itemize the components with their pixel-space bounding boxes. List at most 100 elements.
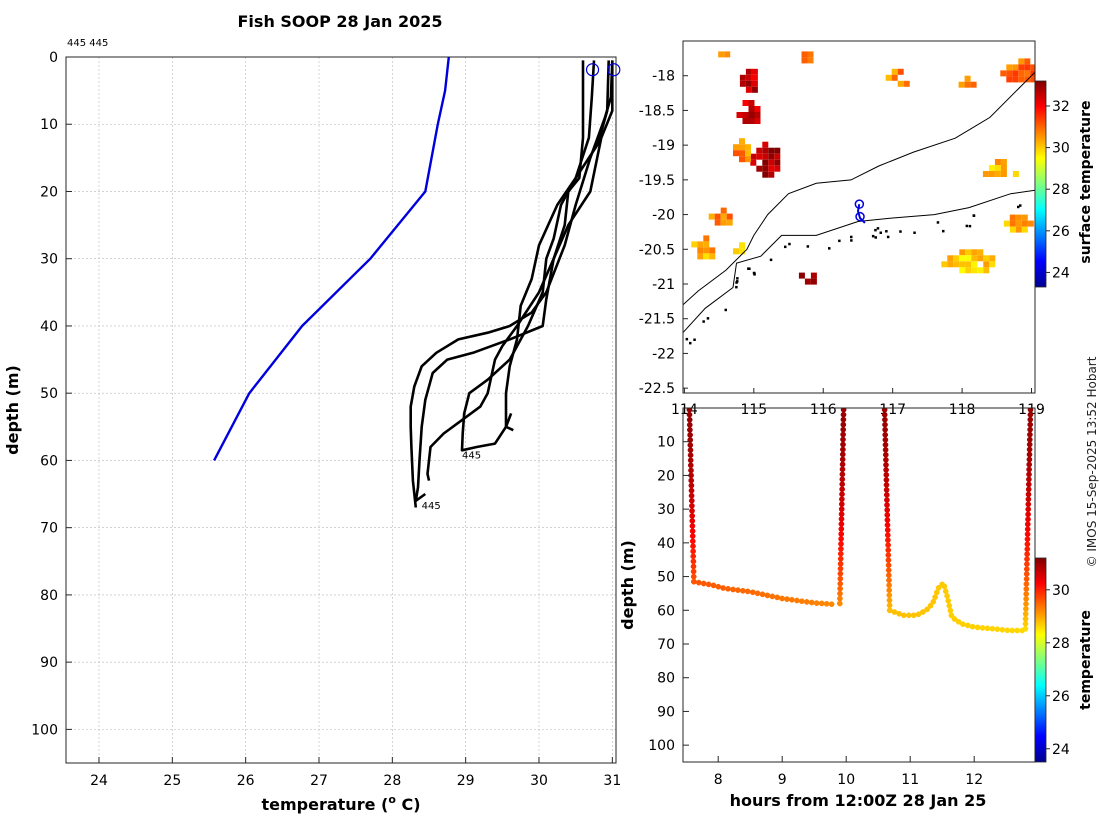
- sst-patch: [798, 272, 817, 285]
- sst-cell: [750, 159, 757, 166]
- profile-line-profile-2: [460, 60, 596, 452]
- profiles-x-label: temperature (o C): [261, 793, 420, 814]
- section-sample-point: [969, 623, 976, 630]
- map-colorbar-tick-label: 24: [1052, 265, 1070, 281]
- sst-cell: [751, 80, 758, 87]
- section-sample-point: [1026, 451, 1033, 458]
- sst-cell: [988, 171, 995, 177]
- section-sample-point: [920, 609, 926, 615]
- section-sample-point: [1023, 606, 1029, 612]
- sst-cell: [742, 100, 749, 106]
- sst-cell: [739, 138, 745, 145]
- section-sample-point: [840, 436, 846, 443]
- sst-cell: [965, 249, 972, 256]
- sst-cell: [768, 153, 775, 160]
- section-sample-point: [690, 573, 697, 580]
- profiles-y-tick-label: 20: [40, 184, 58, 200]
- sst-cell: [891, 68, 898, 75]
- section-colorbar-tick-label: 28: [1052, 636, 1070, 652]
- sst-cell: [762, 165, 769, 172]
- section-sample-point: [1025, 496, 1032, 503]
- section-sample-point: [837, 590, 843, 597]
- section-sample-point: [884, 502, 890, 508]
- sst-cell: [810, 278, 817, 285]
- map-colorbar-label: surface temperature: [1078, 100, 1094, 263]
- map-island-dot: [735, 281, 738, 284]
- section-sample-point: [1026, 456, 1033, 463]
- section-sample-point: [942, 588, 949, 595]
- map-y-tick-label: -19.5: [639, 173, 675, 189]
- sst-cell: [739, 144, 745, 151]
- section-sample-point: [1022, 616, 1029, 622]
- profiles-y-tick-label: 60: [40, 453, 58, 469]
- section-sample-point: [1023, 586, 1030, 592]
- sst-cell: [1018, 64, 1025, 71]
- section-sample-point: [999, 626, 1006, 633]
- profiles-x-tick-label: 26: [237, 773, 255, 789]
- section-sample-point: [910, 612, 917, 619]
- profile-line-profile-4: [504, 60, 610, 432]
- sst-cell: [745, 156, 751, 163]
- section-sample-point: [769, 593, 776, 600]
- section-sample-point: [886, 607, 893, 614]
- sst-cell: [953, 261, 960, 268]
- sst-cell: [891, 74, 898, 81]
- sst-cell: [1006, 76, 1013, 83]
- profiles-x-tick-label: 31: [603, 773, 621, 789]
- profile-line-profile-3: [426, 60, 614, 481]
- sst-cell: [941, 261, 948, 268]
- section-sample-point: [1027, 411, 1034, 418]
- sst-cell: [989, 261, 996, 268]
- sst-cell: [1030, 70, 1035, 77]
- section-y-tick-label: 70: [657, 637, 675, 653]
- section-sample-point: [1025, 491, 1032, 498]
- map-island-dot: [735, 285, 738, 289]
- section-sample-point: [944, 593, 950, 599]
- section-sample-point: [1023, 581, 1030, 587]
- section-sample-point: [690, 548, 696, 555]
- map-y-tick-label: -22: [652, 346, 675, 362]
- section-y-tick-label: 40: [657, 536, 675, 552]
- sst-cell: [988, 165, 995, 171]
- sst-cell: [697, 253, 704, 260]
- sst-cell: [751, 68, 758, 75]
- section-colorbar: [1034, 557, 1047, 763]
- section-sample-point: [1025, 501, 1032, 508]
- section-sample-point: [1026, 461, 1033, 468]
- sst-cell: [1015, 226, 1022, 233]
- sst-patch: [691, 235, 716, 260]
- sst-cell: [714, 219, 721, 226]
- sst-cell: [982, 171, 989, 177]
- sst-cell: [774, 153, 781, 160]
- sst-cell: [726, 213, 733, 220]
- section-sample-point: [838, 536, 844, 542]
- sst-cell: [994, 171, 1001, 177]
- map-y-tick-label: -21: [652, 277, 675, 293]
- section-sample-point: [690, 543, 696, 550]
- sst-patch: [733, 242, 745, 255]
- section-sample-point: [690, 563, 697, 570]
- section-sample-point: [883, 487, 890, 493]
- profiles-x-label-sup: o: [388, 793, 396, 806]
- section-sample-point: [883, 477, 890, 483]
- sst-cell: [691, 241, 698, 248]
- sst-cell: [754, 106, 761, 112]
- sst-cell: [751, 74, 758, 81]
- sst-cell: [994, 159, 1001, 165]
- section-sample-point: [794, 597, 800, 604]
- map-x-tick-label: 114: [671, 402, 698, 418]
- map-y-tick-label: -18.5: [639, 103, 675, 119]
- sst-cell: [965, 255, 972, 262]
- sst-cell: [774, 159, 781, 166]
- sst-cell: [1009, 214, 1016, 221]
- sst-cell: [1012, 76, 1019, 83]
- section-sample-point: [1023, 566, 1030, 572]
- section-sample-point: [945, 597, 952, 604]
- sst-cell: [983, 261, 990, 268]
- sst-cell: [983, 267, 990, 274]
- map-island-dot: [685, 337, 689, 341]
- sst-patch: [982, 159, 1019, 177]
- sst-patch: [733, 138, 751, 163]
- section-sample-point: [882, 426, 888, 433]
- sst-cell: [697, 247, 704, 254]
